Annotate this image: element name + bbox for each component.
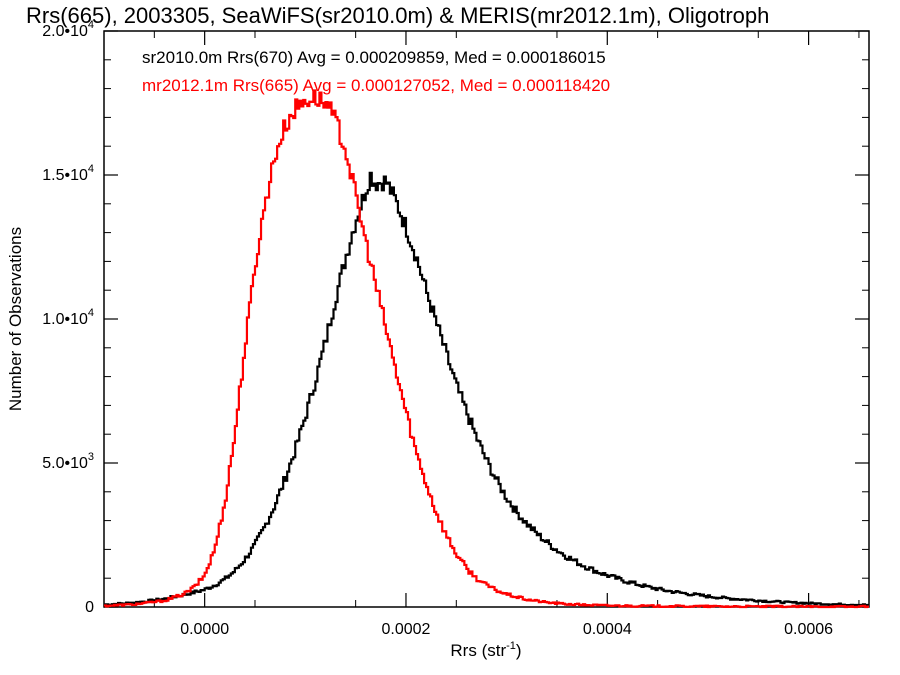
x-tick-label: 0.0002 xyxy=(382,621,431,638)
x-tick-label: 0.0004 xyxy=(583,621,632,638)
y-axis-label: Number of Observations xyxy=(6,227,25,411)
y-tick-label: 2.0•104 xyxy=(42,19,94,40)
series-group xyxy=(104,89,869,609)
plot-area-frame xyxy=(103,30,870,608)
y-tick-label: 5.0•103 xyxy=(42,451,94,472)
y-tick-label: 1.5•104 xyxy=(42,163,94,184)
y-axis: 0 5.0•103 1.0•104 1.5•104 2.0•104 xyxy=(42,19,869,616)
x-tick-label: 0.0006 xyxy=(784,621,833,638)
x-axis-label: Rrs (str-1) xyxy=(450,640,521,660)
series-line-0 xyxy=(104,171,869,607)
series-line-1 xyxy=(104,89,869,609)
legend-entry-mr2012: mr2012.1m Rrs(665) Avg = 0.000127052, Me… xyxy=(142,76,610,95)
chart-title: Rrs(665), 2003305, SeaWiFS(sr2010.0m) & … xyxy=(26,3,769,28)
legend-entry-sr2010: sr2010.0m Rrs(670) Avg = 0.000209859, Me… xyxy=(142,48,606,67)
x-axis: 0.0000 0.0002 0.0004 0.0006 xyxy=(153,31,860,638)
x-tick-label: 0.0000 xyxy=(180,621,229,638)
y-tick-label: 0 xyxy=(85,599,94,616)
y-tick-label: 1.0•104 xyxy=(42,307,94,328)
